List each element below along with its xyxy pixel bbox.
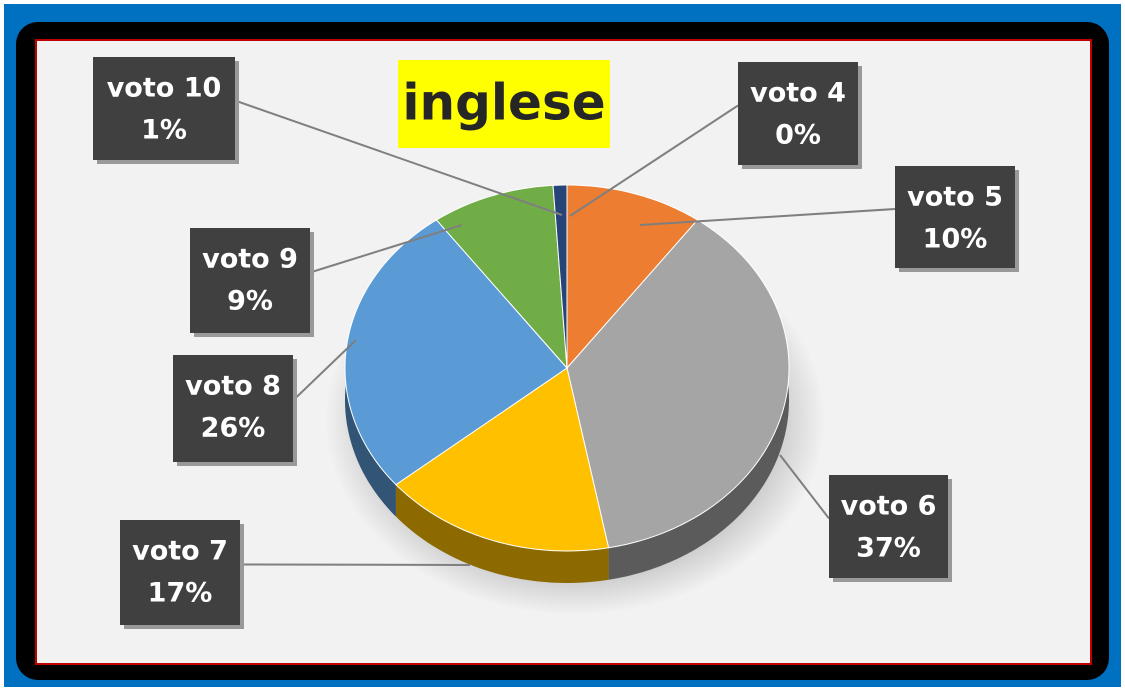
category-label: voto 4 [750,78,846,109]
slice [566,184,699,370]
category-label: voto 5 [907,182,1003,213]
slice [552,184,568,369]
leader-line [239,563,471,566]
label-box [173,355,293,462]
slice [395,367,610,552]
label-box [829,475,948,578]
slice-side [608,219,789,580]
slice [344,219,568,486]
value-label: 17% [148,578,213,609]
chart-title: inglese [402,74,605,132]
leader-line [292,339,357,402]
value-label: 37% [856,533,921,564]
leader-line [309,224,463,274]
value-label: 10% [923,224,988,255]
title-background [398,60,610,148]
leader-line [569,104,739,217]
slice-side [395,484,609,583]
value-label: 9% [227,286,273,317]
pie [344,184,790,583]
labels: voto 4 0% voto 5 10% voto 6 37% voto 7 17% voto … [93,57,1019,629]
category-label: voto 6 [841,491,937,522]
category-label: voto 7 [132,536,228,567]
label-box [895,166,1015,268]
category-label: voto 8 [185,371,281,402]
leader-line [234,99,563,216]
label-box [190,228,310,333]
leader-line [779,454,830,520]
category-label: voto 9 [202,244,298,275]
value-label: 1% [141,115,187,146]
label-box [120,520,240,625]
value-label: 0% [775,120,821,151]
label-box [738,62,858,165]
slice [566,219,790,549]
slice [435,184,568,370]
category-label: voto 10 [107,73,222,104]
leader-line [639,208,896,226]
label-box [93,57,235,160]
value-label: 26% [201,413,266,444]
